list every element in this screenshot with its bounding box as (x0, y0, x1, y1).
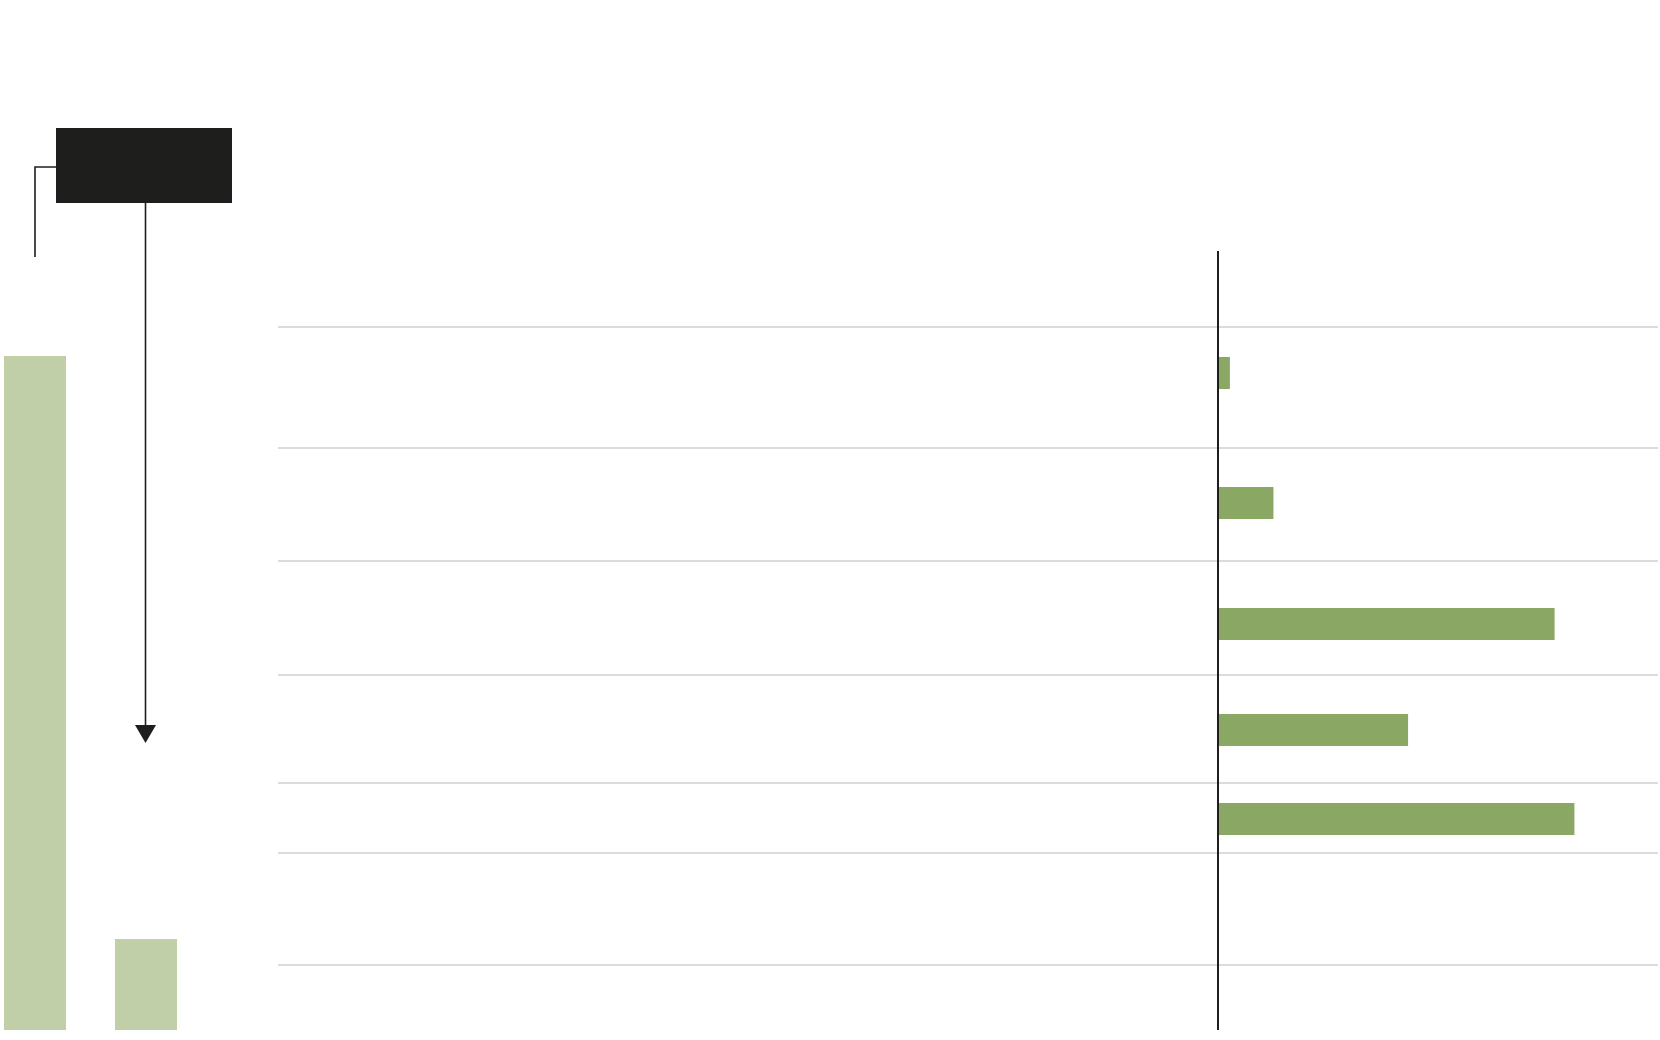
left-bar-1 (4, 356, 66, 1030)
hbar-2 (1218, 487, 1274, 519)
arrow-head (135, 725, 156, 743)
left-comparison-panel (4, 128, 232, 1030)
hbar-4 (1218, 714, 1409, 746)
bracket-connector (34, 166, 56, 257)
hbar-3 (1218, 608, 1555, 640)
label-box (56, 128, 232, 203)
right-bar-panel (278, 251, 1658, 1030)
left-bar-2 (115, 939, 177, 1030)
hbar-5 (1218, 803, 1575, 835)
hbar-1 (1218, 357, 1230, 389)
